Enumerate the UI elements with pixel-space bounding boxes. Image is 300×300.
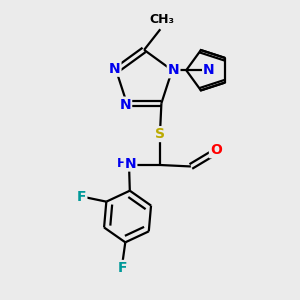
Text: N: N — [203, 63, 215, 77]
Text: CH₃: CH₃ — [149, 13, 174, 26]
Text: H: H — [116, 157, 127, 170]
Text: N: N — [168, 63, 179, 77]
Text: F: F — [118, 261, 127, 275]
Text: S: S — [155, 127, 165, 141]
Text: O: O — [210, 143, 222, 157]
Text: N: N — [109, 62, 120, 76]
Text: F: F — [77, 190, 86, 204]
Text: N: N — [119, 98, 131, 112]
Text: N: N — [125, 157, 136, 170]
